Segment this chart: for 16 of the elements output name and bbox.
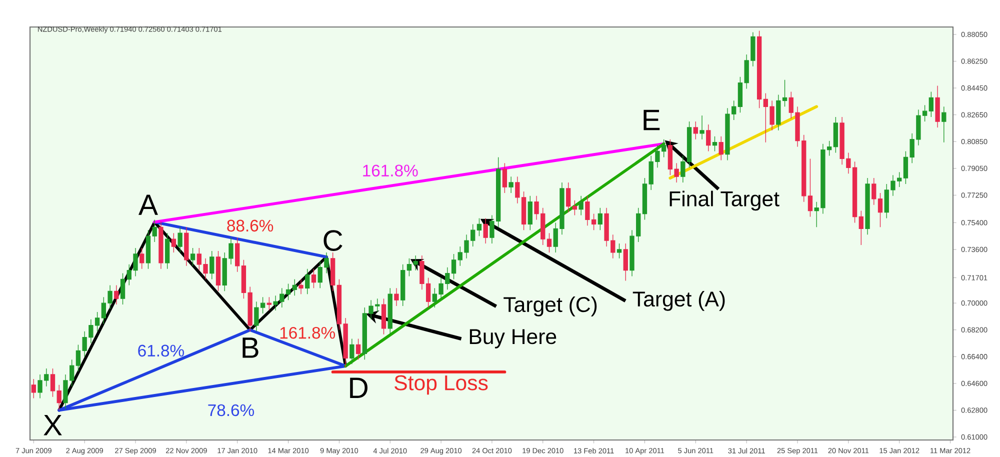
annotation: Final Target <box>670 190 780 211</box>
annotation: X <box>44 415 62 436</box>
annotation: C <box>324 230 342 251</box>
annotation: A <box>138 194 158 215</box>
annotation: Target (A) <box>632 290 725 311</box>
annotation: Buy Here <box>470 329 556 348</box>
annotation: D <box>350 378 368 398</box>
annotation: B <box>242 338 258 358</box>
annotation: 161.8% <box>280 326 336 339</box>
annotation: E <box>644 110 660 130</box>
annotation: Target (C) <box>504 296 597 316</box>
annotation: Stop Loss <box>394 375 488 395</box>
annotation: 61.8% <box>138 344 184 357</box>
annotation: 88.6% <box>227 220 274 232</box>
annotation: 78.6% <box>208 404 254 416</box>
annotation: 161.8% <box>363 164 418 177</box>
